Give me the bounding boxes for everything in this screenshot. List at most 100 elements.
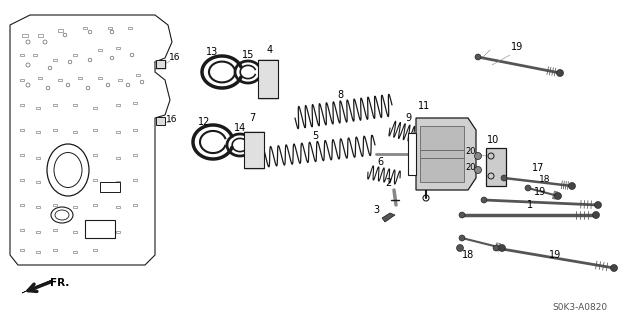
Circle shape (611, 264, 618, 271)
Bar (73, 251, 77, 253)
Bar (33, 54, 37, 56)
Bar (100, 182, 120, 192)
Bar (20, 129, 24, 131)
Circle shape (474, 167, 481, 174)
Ellipse shape (55, 210, 69, 220)
Ellipse shape (54, 152, 82, 188)
Text: 6: 6 (377, 157, 383, 167)
Polygon shape (10, 15, 172, 265)
Bar (420, 158, 464, 182)
Text: 19: 19 (549, 250, 561, 260)
Bar (133, 179, 137, 181)
Bar (116, 131, 120, 133)
Text: 9: 9 (405, 113, 411, 123)
Text: 7: 7 (249, 113, 255, 123)
Bar (244, 132, 264, 168)
Bar (53, 59, 57, 61)
Bar (156, 117, 165, 125)
Bar (53, 179, 57, 181)
Bar (36, 181, 40, 183)
Bar (53, 129, 57, 131)
Bar (133, 204, 137, 206)
Bar (36, 107, 40, 109)
Circle shape (474, 152, 481, 160)
Bar (20, 204, 24, 206)
Bar (73, 131, 77, 133)
Bar (116, 104, 120, 106)
Bar (128, 27, 132, 29)
Bar (20, 229, 24, 231)
Polygon shape (486, 148, 506, 186)
Bar (83, 27, 87, 29)
Circle shape (501, 175, 507, 181)
Text: 14: 14 (234, 123, 246, 133)
Bar (73, 206, 77, 208)
Bar (420, 150, 464, 158)
Bar (20, 54, 24, 56)
Bar (93, 129, 97, 131)
Text: FR.: FR. (51, 278, 70, 288)
Bar (93, 229, 97, 231)
Bar (36, 131, 40, 133)
Bar (73, 54, 77, 56)
Bar (258, 60, 278, 98)
Bar (58, 28, 63, 32)
Bar (58, 79, 62, 81)
Text: 8: 8 (337, 90, 343, 100)
Bar (156, 60, 165, 68)
Bar (93, 154, 97, 156)
Circle shape (459, 212, 465, 218)
Text: 15: 15 (242, 50, 254, 60)
Text: 19: 19 (534, 187, 546, 197)
Bar (78, 77, 82, 79)
Bar (38, 77, 42, 79)
Bar (73, 104, 77, 106)
Text: 17: 17 (532, 163, 544, 173)
Bar (73, 231, 77, 233)
Bar (116, 181, 120, 183)
Text: 4: 4 (267, 45, 273, 55)
Text: 20: 20 (466, 147, 476, 157)
Circle shape (499, 244, 506, 251)
Bar (116, 231, 120, 233)
Bar (93, 204, 97, 206)
Text: 2: 2 (385, 178, 391, 188)
Circle shape (481, 197, 487, 203)
Bar (36, 206, 40, 208)
Bar (108, 27, 112, 29)
Bar (36, 251, 40, 253)
Circle shape (557, 70, 563, 77)
Text: 18: 18 (462, 250, 474, 260)
Bar (73, 157, 77, 159)
Text: 10: 10 (487, 135, 499, 145)
Bar (116, 47, 120, 49)
Bar (53, 249, 57, 251)
Polygon shape (382, 213, 395, 222)
Text: 19: 19 (511, 42, 523, 52)
Bar (36, 231, 40, 233)
Circle shape (459, 235, 465, 241)
Bar (85, 220, 115, 238)
Ellipse shape (51, 207, 73, 223)
Bar (420, 126, 464, 150)
Bar (136, 74, 140, 76)
Bar (53, 204, 57, 206)
Bar (53, 154, 57, 156)
Bar (20, 249, 24, 251)
Polygon shape (22, 280, 52, 293)
Bar (133, 129, 137, 131)
Bar (133, 102, 137, 104)
Text: 16: 16 (169, 54, 180, 63)
Bar (118, 79, 122, 81)
Bar (36, 157, 40, 159)
Bar (116, 206, 120, 208)
Text: 1: 1 (527, 200, 533, 210)
Circle shape (554, 192, 561, 199)
Circle shape (593, 211, 600, 219)
Bar (73, 181, 77, 183)
Bar (20, 79, 24, 81)
Bar (93, 249, 97, 251)
Text: 16: 16 (166, 115, 178, 124)
Bar (93, 107, 97, 109)
Text: 20: 20 (466, 164, 476, 173)
